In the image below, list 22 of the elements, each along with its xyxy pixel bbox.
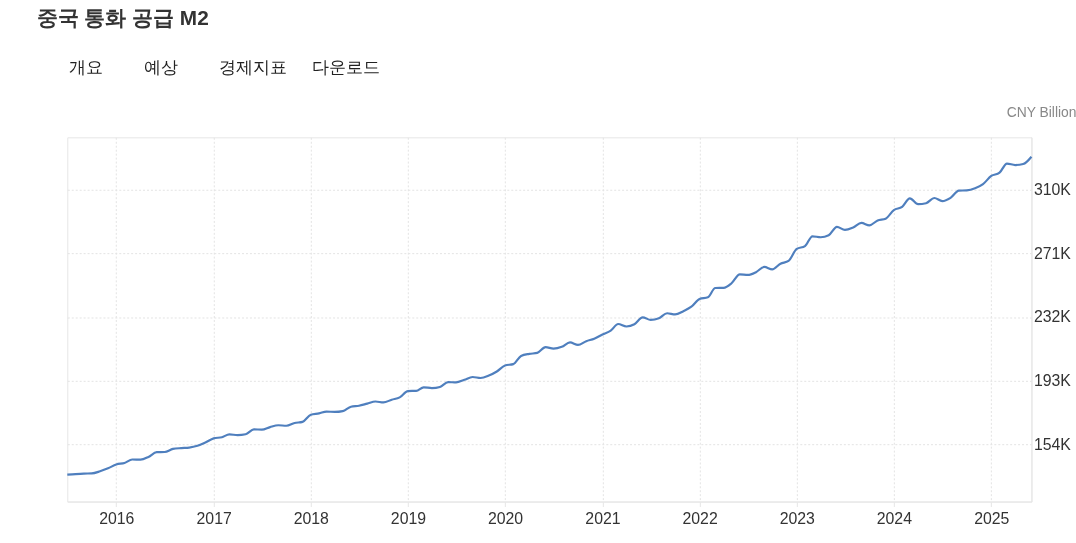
x-tick-label: 2024 <box>876 509 913 527</box>
y-tick-label: 154K <box>1033 435 1072 453</box>
x-tick-label: 2016 <box>99 509 135 527</box>
x-tick-label: 2023 <box>779 509 816 527</box>
x-tick-label: 2020 <box>487 509 524 527</box>
y-tick-label: 232K <box>1033 308 1072 326</box>
chart-title: 중국 통화 공급 M2 <box>36 6 209 30</box>
x-tick-label: 2025 <box>974 509 1010 527</box>
x-tick-label: 2021 <box>585 509 621 527</box>
text: 다운로드 <box>311 57 380 77</box>
text: 예상 <box>143 57 178 77</box>
x-tick-label: 2017 <box>196 509 232 527</box>
y-tick-label: 193K <box>1033 372 1072 390</box>
text: 개요 <box>69 57 104 77</box>
line-series <box>66 155 1033 476</box>
x-tick-label: 2019 <box>390 509 427 527</box>
y-tick-label: 271K <box>1033 244 1072 262</box>
y-tick-label: 310K <box>1033 181 1072 199</box>
x-tick-label: 2018 <box>293 509 330 527</box>
text: 경제지표 <box>218 57 287 77</box>
x-tick-label: 2022 <box>682 509 718 527</box>
y-axis-title: CNY Billion <box>1006 104 1076 121</box>
